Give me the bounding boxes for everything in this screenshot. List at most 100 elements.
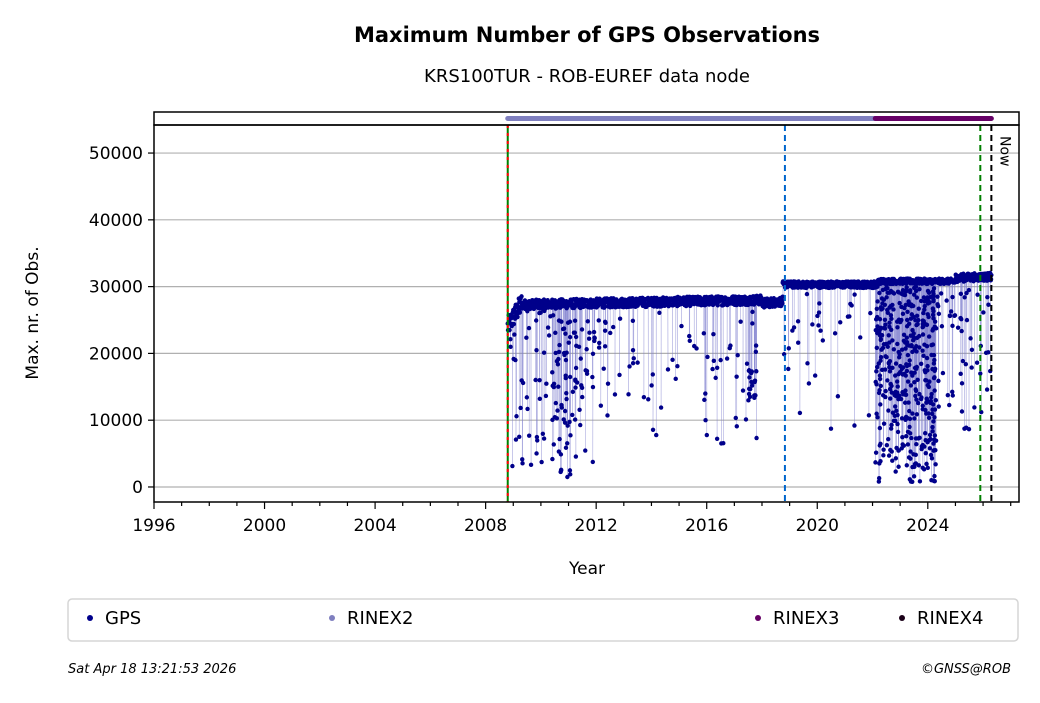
gps-data-point xyxy=(562,408,568,414)
gps-data-point xyxy=(525,406,530,412)
gps-data-point xyxy=(711,358,717,364)
gps-data-point xyxy=(539,459,544,465)
gps-data-point xyxy=(890,302,895,308)
gps-data-point xyxy=(573,385,578,390)
gps-data-point xyxy=(611,324,616,330)
gps-data-point xyxy=(932,407,938,412)
gps-data-point xyxy=(910,411,915,416)
x-tick-label: 2008 xyxy=(464,516,507,536)
gps-data-point xyxy=(913,388,919,394)
gps-data-point xyxy=(738,319,743,324)
gps-data-point xyxy=(904,434,909,439)
gps-data-point xyxy=(892,373,898,378)
gps-data-point xyxy=(964,290,969,296)
gps-data-point xyxy=(511,321,517,327)
gps-data-point xyxy=(874,364,880,370)
gps-data-point xyxy=(972,405,977,410)
gps-data-point xyxy=(566,340,571,345)
gps-data-point xyxy=(554,416,560,421)
gps-data-point xyxy=(816,310,822,315)
gps-data-point xyxy=(630,318,636,324)
gps-data-point xyxy=(921,295,927,300)
gps-data-point xyxy=(930,424,935,430)
legend-label: RINEX2 xyxy=(347,608,413,629)
gps-data-point xyxy=(908,383,914,388)
plot-frame xyxy=(153,124,1020,503)
gps-data-point xyxy=(573,365,579,371)
gps-data-point xyxy=(912,380,917,385)
gps-data-point xyxy=(874,306,880,312)
gps-data-point xyxy=(931,316,936,321)
gps-data-point xyxy=(602,328,608,333)
gps-data-point xyxy=(916,306,921,311)
gps-data-point xyxy=(878,355,884,360)
gps-data-point xyxy=(974,360,980,365)
gps-data-point xyxy=(590,374,595,380)
gps-data-point xyxy=(541,436,547,441)
gps-data-point xyxy=(932,375,937,380)
gps-data-point xyxy=(583,448,588,453)
chart-subtitle: KRS100TUR - ROB-EUREF data node xyxy=(424,66,750,87)
gps-data-point xyxy=(810,322,815,327)
gps-data-point xyxy=(578,422,583,428)
gps-data-point xyxy=(906,400,911,405)
gps-data-point xyxy=(947,313,953,319)
gps-data-point xyxy=(584,347,589,352)
gps-data-point xyxy=(926,314,931,320)
gps-data-point xyxy=(886,436,891,442)
gps-data-point xyxy=(931,441,936,446)
gps-data-point xyxy=(535,438,540,443)
gps-data-point xyxy=(898,396,904,402)
gps-data-point xyxy=(897,351,902,357)
gps-data-point xyxy=(938,291,944,296)
gps-data-point xyxy=(598,403,604,408)
gps-data-point xyxy=(877,290,882,296)
gps-data-point xyxy=(746,398,751,403)
gps-data-point xyxy=(893,393,899,399)
gps-data-point xyxy=(551,381,557,387)
gps-data-point xyxy=(966,287,972,293)
gps-data-point xyxy=(894,379,900,384)
gps-data-point xyxy=(917,286,922,292)
gps-data-point xyxy=(948,309,954,314)
gps-data-point xyxy=(534,434,540,440)
gps-data-point xyxy=(959,409,965,414)
gps-data-point xyxy=(679,323,684,329)
gps-data-point xyxy=(876,475,882,481)
gps-data-point xyxy=(900,434,905,440)
gps-data-point xyxy=(513,437,519,442)
gps-data-point xyxy=(895,341,900,347)
gps-data-point xyxy=(922,431,928,436)
gps-data-point xyxy=(950,294,955,300)
gps-data-point xyxy=(926,334,932,339)
gps-data-point xyxy=(917,435,922,440)
gps-data-point xyxy=(908,288,913,293)
gps-data-point xyxy=(687,338,692,343)
gps-data-point xyxy=(735,353,740,358)
gps-data-point xyxy=(786,346,791,351)
gps-data-point xyxy=(907,424,912,430)
gps-data-point xyxy=(537,396,543,401)
gps-data-point xyxy=(923,407,928,413)
gps-data-point xyxy=(508,336,513,342)
gps-data-point xyxy=(649,383,654,388)
gps-data-point xyxy=(577,407,582,413)
y-tick-label: 40000 xyxy=(89,211,143,231)
gps-data-point xyxy=(902,292,908,298)
x-tick-label: 2016 xyxy=(685,516,728,536)
gps-data-point xyxy=(926,290,932,295)
gps-data-point xyxy=(887,369,893,374)
gps-data-point xyxy=(895,412,900,418)
gps-data-point xyxy=(838,320,843,325)
gps-data-point xyxy=(570,412,575,418)
gps-data-point xyxy=(635,360,640,365)
legend-marker-gps xyxy=(87,615,93,621)
gps-data-point xyxy=(908,449,913,454)
gps-data-point xyxy=(526,325,532,331)
gps-data-point xyxy=(928,395,934,400)
gps-data-point xyxy=(913,393,918,399)
gps-data-point xyxy=(894,408,899,413)
y-tick-label: 50000 xyxy=(89,144,143,164)
gps-data-point xyxy=(909,344,914,349)
